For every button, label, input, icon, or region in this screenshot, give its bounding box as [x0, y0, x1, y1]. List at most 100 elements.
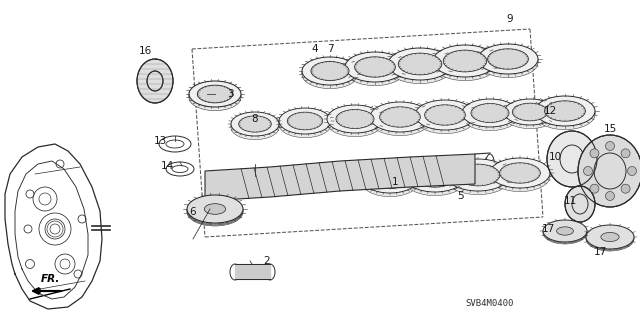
- Ellipse shape: [405, 166, 465, 196]
- Ellipse shape: [478, 48, 538, 78]
- Circle shape: [621, 184, 630, 193]
- Ellipse shape: [478, 46, 538, 76]
- Ellipse shape: [189, 85, 241, 111]
- Text: 15: 15: [604, 124, 616, 134]
- Text: 7: 7: [326, 44, 333, 54]
- Ellipse shape: [446, 160, 510, 192]
- Ellipse shape: [578, 135, 640, 207]
- Ellipse shape: [137, 59, 173, 103]
- Ellipse shape: [446, 161, 510, 193]
- Ellipse shape: [279, 108, 331, 134]
- Ellipse shape: [187, 198, 243, 226]
- Ellipse shape: [504, 103, 556, 129]
- Circle shape: [605, 191, 614, 201]
- Ellipse shape: [601, 233, 619, 241]
- Ellipse shape: [586, 225, 634, 249]
- Ellipse shape: [189, 81, 241, 107]
- Ellipse shape: [462, 103, 518, 130]
- Ellipse shape: [345, 55, 405, 85]
- Text: 1: 1: [392, 177, 398, 187]
- Ellipse shape: [415, 104, 475, 134]
- Ellipse shape: [302, 58, 358, 86]
- Ellipse shape: [388, 50, 452, 82]
- Ellipse shape: [327, 106, 383, 134]
- Circle shape: [605, 142, 614, 151]
- Ellipse shape: [311, 62, 349, 80]
- Ellipse shape: [187, 197, 243, 225]
- Ellipse shape: [513, 103, 548, 121]
- Ellipse shape: [197, 85, 233, 103]
- Circle shape: [590, 184, 599, 193]
- Text: 4: 4: [312, 44, 318, 54]
- Circle shape: [621, 149, 630, 158]
- Ellipse shape: [535, 97, 595, 127]
- Ellipse shape: [471, 103, 509, 122]
- Ellipse shape: [478, 44, 538, 74]
- Ellipse shape: [405, 162, 465, 192]
- Text: 13: 13: [154, 136, 166, 146]
- Ellipse shape: [370, 106, 430, 136]
- Ellipse shape: [543, 220, 587, 242]
- Text: 5: 5: [457, 191, 463, 201]
- Text: 6: 6: [189, 207, 196, 217]
- Ellipse shape: [279, 112, 331, 137]
- Ellipse shape: [279, 110, 331, 137]
- Ellipse shape: [490, 158, 550, 188]
- Ellipse shape: [336, 109, 374, 129]
- Text: 11: 11: [563, 196, 577, 206]
- Ellipse shape: [405, 163, 465, 193]
- Ellipse shape: [500, 163, 540, 183]
- Ellipse shape: [433, 48, 497, 81]
- Ellipse shape: [444, 50, 487, 72]
- Ellipse shape: [355, 57, 396, 77]
- Ellipse shape: [231, 113, 279, 137]
- Ellipse shape: [345, 53, 405, 83]
- Ellipse shape: [433, 45, 497, 77]
- Ellipse shape: [557, 227, 573, 235]
- Ellipse shape: [398, 53, 442, 75]
- Text: FR.: FR.: [40, 274, 60, 284]
- Ellipse shape: [302, 61, 358, 89]
- Ellipse shape: [371, 169, 409, 189]
- Ellipse shape: [362, 166, 418, 194]
- Ellipse shape: [547, 131, 597, 187]
- Circle shape: [590, 149, 599, 158]
- Ellipse shape: [543, 221, 587, 243]
- Ellipse shape: [231, 115, 279, 140]
- Text: 3: 3: [227, 89, 234, 99]
- Ellipse shape: [565, 186, 595, 222]
- Ellipse shape: [345, 52, 405, 82]
- Ellipse shape: [287, 112, 323, 130]
- Ellipse shape: [189, 82, 241, 108]
- Ellipse shape: [543, 222, 587, 244]
- Ellipse shape: [239, 116, 271, 132]
- Circle shape: [584, 167, 593, 175]
- Ellipse shape: [456, 164, 500, 186]
- Ellipse shape: [424, 105, 465, 125]
- Ellipse shape: [415, 100, 475, 130]
- Ellipse shape: [545, 101, 586, 121]
- Ellipse shape: [504, 101, 556, 127]
- Ellipse shape: [370, 102, 430, 132]
- FancyArrowPatch shape: [35, 289, 60, 293]
- Text: 17: 17: [593, 247, 607, 257]
- Ellipse shape: [535, 100, 595, 130]
- Ellipse shape: [488, 49, 529, 69]
- Text: 14: 14: [161, 161, 173, 171]
- Ellipse shape: [327, 108, 383, 137]
- Ellipse shape: [433, 46, 497, 78]
- Ellipse shape: [187, 196, 243, 224]
- Ellipse shape: [462, 101, 518, 130]
- Ellipse shape: [433, 48, 497, 79]
- Ellipse shape: [446, 159, 510, 191]
- Ellipse shape: [490, 159, 550, 189]
- Text: 12: 12: [543, 106, 557, 116]
- Ellipse shape: [490, 162, 550, 192]
- Text: 10: 10: [548, 152, 561, 162]
- Ellipse shape: [370, 104, 430, 134]
- Ellipse shape: [586, 226, 634, 250]
- Ellipse shape: [478, 45, 538, 75]
- Ellipse shape: [302, 57, 358, 85]
- Ellipse shape: [504, 99, 556, 125]
- Ellipse shape: [231, 115, 279, 138]
